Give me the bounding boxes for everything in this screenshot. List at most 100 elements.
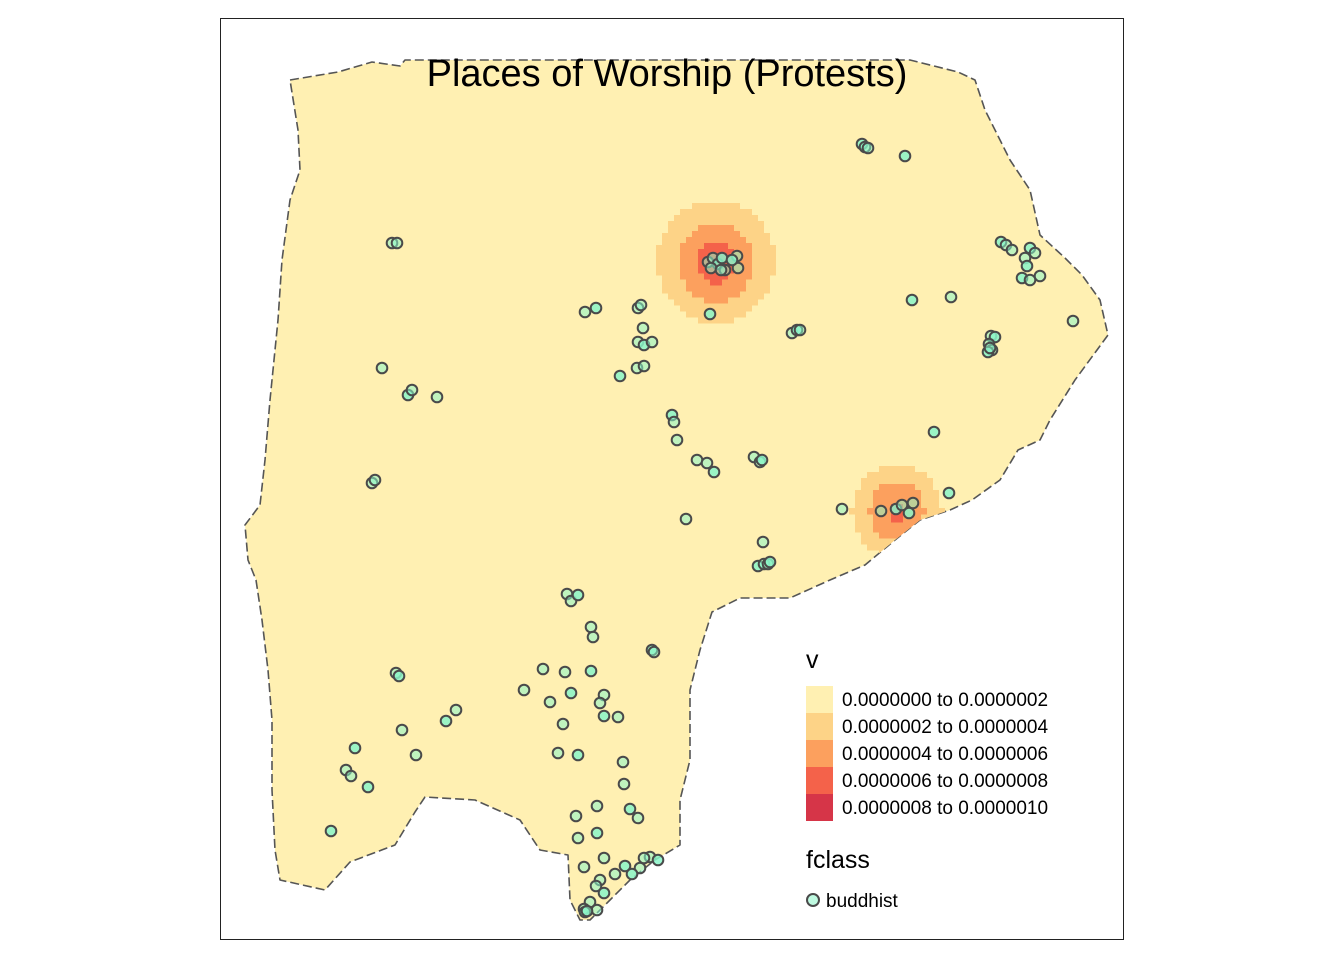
density-cell <box>867 472 927 479</box>
place-points <box>324 137 1080 919</box>
place-point <box>616 755 630 769</box>
place-point <box>637 851 651 865</box>
place-point <box>618 859 632 873</box>
density-cell <box>698 249 734 256</box>
place-point <box>577 860 591 874</box>
place-point <box>571 588 585 602</box>
place-point <box>763 555 777 569</box>
legend-density-class: 0.0000006 to 0.0000008 <box>806 767 1048 794</box>
place-point <box>395 723 409 737</box>
region-polygon <box>244 59 1109 921</box>
place-point <box>608 867 622 881</box>
place-point <box>613 369 627 383</box>
density-cell <box>879 466 915 473</box>
density-cell <box>873 496 921 503</box>
place-point <box>584 620 598 634</box>
place-point <box>704 261 718 275</box>
place-point <box>597 886 611 900</box>
place-point <box>905 293 919 307</box>
place-point <box>405 383 419 397</box>
place-point <box>439 714 453 728</box>
place-point <box>556 717 570 731</box>
density-cell <box>710 279 722 286</box>
place-point <box>517 683 531 697</box>
place-point <box>1028 246 1042 260</box>
legend-class-label: 0.0000000 to 0.0000002 <box>842 690 1048 711</box>
place-point <box>589 879 603 893</box>
place-point <box>942 486 956 500</box>
place-point <box>551 746 565 760</box>
legend-swatch <box>806 767 833 794</box>
legend-density-title: v <box>806 646 819 674</box>
place-point <box>571 748 585 762</box>
place-point <box>1020 259 1034 273</box>
place-point <box>725 253 739 267</box>
place-point <box>793 323 807 337</box>
place-point <box>631 811 645 825</box>
density-cell <box>873 520 921 527</box>
place-point <box>348 741 362 755</box>
place-point <box>449 703 463 717</box>
place-point <box>558 665 572 679</box>
legend: v 0.0000000 to 0.0000002 0.0000002 to 0.… <box>806 646 1048 912</box>
legend-point-symbol <box>806 893 820 907</box>
legend-class-label: 0.0000008 to 0.0000010 <box>842 798 1048 819</box>
place-point <box>578 305 592 319</box>
place-point <box>1005 243 1019 257</box>
legend-density-class: 0.0000002 to 0.0000004 <box>806 713 1048 740</box>
density-cell <box>698 225 734 232</box>
place-point <box>375 361 389 375</box>
legend-density-class: 0.0000008 to 0.0000010 <box>806 794 1048 821</box>
place-point <box>690 453 704 467</box>
density-cell <box>891 516 903 523</box>
place-point <box>623 802 637 816</box>
place-point <box>344 769 358 783</box>
place-point <box>927 425 941 439</box>
place-point <box>645 335 659 349</box>
place-point <box>1066 314 1080 328</box>
place-point <box>589 301 603 315</box>
legend-swatch <box>806 713 833 740</box>
legend-class-label: 0.0000006 to 0.0000008 <box>842 771 1048 792</box>
place-point <box>597 851 611 865</box>
density-cell <box>873 490 921 497</box>
place-point <box>715 251 729 265</box>
place-point <box>611 710 625 724</box>
place-point <box>670 433 684 447</box>
place-point <box>731 261 745 275</box>
density-cell <box>692 231 740 238</box>
place-point <box>361 780 375 794</box>
density-cell <box>674 215 758 222</box>
place-point <box>430 390 444 404</box>
density-cell <box>680 209 752 216</box>
density-cell <box>692 291 740 298</box>
legend-swatch <box>806 686 833 713</box>
place-point <box>625 867 639 881</box>
density-cell <box>686 237 746 244</box>
place-point <box>536 662 550 676</box>
place-point <box>584 664 598 678</box>
place-point <box>707 465 721 479</box>
place-point <box>667 415 681 429</box>
place-point <box>324 824 338 838</box>
place-point <box>368 473 382 487</box>
legend-swatch <box>806 794 833 821</box>
place-point <box>703 307 717 321</box>
legend-fclass-label: buddhist <box>826 891 899 912</box>
density-cell <box>680 305 752 312</box>
density-cell <box>686 285 746 292</box>
place-point <box>636 321 650 335</box>
place-point <box>590 826 604 840</box>
density-cell <box>861 478 933 485</box>
place-point <box>637 359 651 373</box>
legend-fclass-title: fclass <box>806 846 870 874</box>
density-cell <box>879 532 915 539</box>
legend-class-label: 0.0000004 to 0.0000006 <box>842 744 1048 765</box>
place-point <box>569 809 583 823</box>
place-point <box>898 149 912 163</box>
place-point <box>564 686 578 700</box>
place-point <box>983 341 997 355</box>
place-point <box>390 236 404 250</box>
place-point <box>392 669 406 683</box>
place-point <box>617 777 631 791</box>
